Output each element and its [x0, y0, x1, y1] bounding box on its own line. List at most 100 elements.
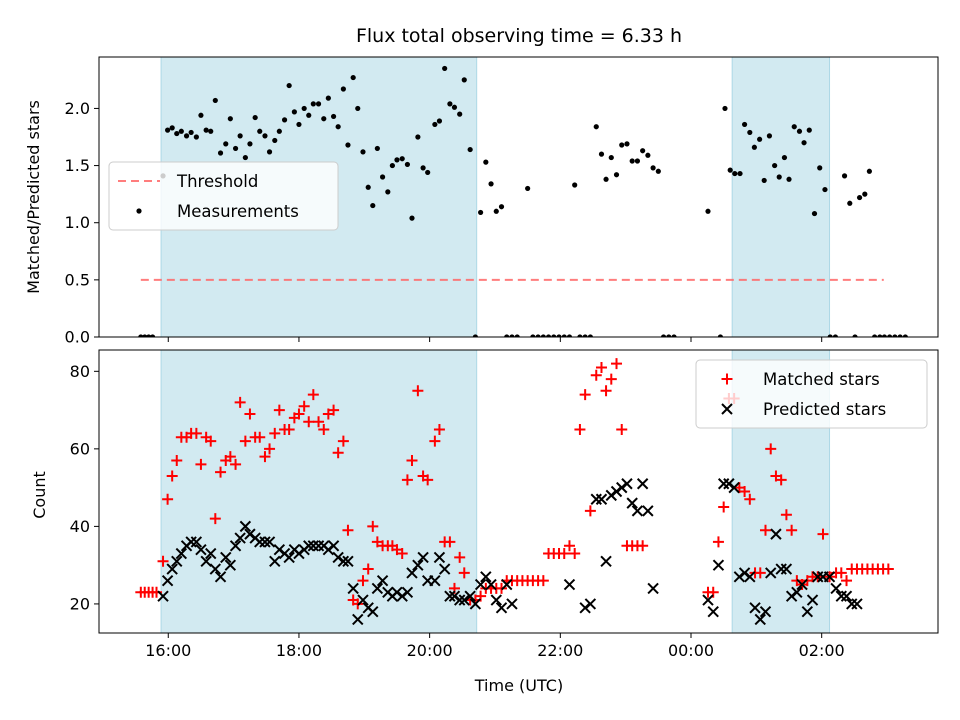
matched-star-point	[209, 513, 221, 525]
predicted-star-point	[595, 493, 608, 505]
matched-star-point	[590, 369, 602, 381]
predicted-star-point	[621, 478, 633, 490]
legend-predicted-swatch	[721, 403, 733, 415]
measurement-point	[717, 334, 724, 337]
predicted-star-point	[303, 540, 315, 552]
matched-star-point	[537, 575, 549, 587]
predicted-star-point	[801, 605, 814, 618]
predicted-star-point	[429, 574, 441, 587]
predicted-star-point	[563, 578, 576, 591]
predicted-star-point	[417, 551, 429, 564]
matched-star-point	[579, 389, 591, 401]
measurement-point	[350, 74, 356, 81]
bottom-y-axis-label: Count	[30, 471, 49, 519]
predicted-star-point	[707, 605, 719, 618]
matched-star-point	[166, 470, 178, 482]
measurement-point	[852, 334, 858, 337]
measurement-point	[286, 82, 292, 89]
measurement-point	[525, 185, 531, 192]
matched-star-point	[712, 536, 724, 548]
measurement-point	[276, 128, 282, 134]
measurement-point	[772, 162, 778, 169]
bottom-y-tick-label: 20	[70, 594, 90, 613]
predicted-star-point	[851, 598, 863, 610]
x-tick-label: 22:00	[537, 641, 583, 660]
predicted-star-point	[759, 605, 772, 618]
predicted-star-point	[337, 555, 350, 567]
predicted-star-point	[327, 540, 340, 552]
measurement-point	[832, 334, 839, 337]
measurement-point	[666, 334, 672, 337]
measurement-point	[237, 133, 243, 139]
matched-star-point	[754, 567, 766, 579]
predicted-star-point	[702, 594, 714, 606]
measurement-point	[223, 141, 229, 147]
matched-star-point	[224, 451, 236, 463]
measurement-point	[335, 124, 341, 130]
predicted-star-point	[401, 586, 414, 599]
measurement-point	[425, 169, 431, 176]
measurement-point	[310, 101, 316, 107]
bottom-panel: 20 40 60 80 16:00 18:00 20:00 22:00 00:00 02:00 Ma…	[70, 349, 939, 660]
matched-star-point	[205, 435, 217, 447]
legend-threshold-label: Threshold	[176, 172, 258, 191]
matched-star-point	[396, 548, 408, 560]
predicted-star-point	[647, 582, 659, 595]
matched-star-point	[563, 540, 575, 552]
measurement-point	[379, 174, 386, 180]
predicted-star-point	[464, 590, 476, 602]
predicted-star-point	[501, 578, 513, 591]
matched-star-point	[332, 447, 344, 459]
matched-star-point	[303, 416, 315, 428]
measurement-point	[757, 136, 763, 142]
bottom-y-tick-label: 60	[70, 439, 90, 458]
measurement-point	[902, 334, 908, 337]
predicted-star-point	[166, 563, 178, 575]
predicted-star-point	[234, 532, 246, 544]
measurement-point	[447, 101, 453, 107]
predicted-star-point	[770, 528, 782, 540]
predicted-star-point	[600, 555, 612, 567]
matched-star-point	[244, 408, 256, 420]
matched-star-point	[412, 385, 424, 397]
predicted-star-point	[209, 563, 222, 575]
top-y-tick-label: 0.5	[65, 270, 90, 289]
predicted-star-point	[371, 582, 384, 595]
bottom-legend: Matched stars Predicted stars	[695, 359, 928, 429]
legend-measurements-label: Measurements	[177, 202, 299, 221]
matched-star-point	[367, 520, 379, 532]
measurement-point	[572, 182, 578, 188]
measurement-point	[389, 162, 395, 169]
measurement-point	[488, 181, 494, 187]
predicted-star-point	[185, 536, 197, 548]
measurement-point	[198, 112, 204, 118]
measurement-point	[747, 129, 753, 136]
predicted-star-point	[754, 613, 766, 626]
measurement-point	[530, 334, 536, 337]
measurement-point	[212, 97, 218, 104]
matched-star-point	[433, 423, 445, 435]
predicted-star-point	[406, 567, 418, 579]
measurement-point	[394, 157, 400, 163]
measurement-point	[296, 121, 302, 128]
predicted-star-point	[283, 551, 295, 564]
predicted-star-point	[458, 594, 470, 606]
measurement-point	[751, 144, 757, 150]
legend-predicted-label: Predicted stars	[763, 400, 886, 419]
matched-star-point	[357, 575, 369, 587]
measurement-point	[624, 141, 630, 147]
matched-star-point	[600, 385, 612, 397]
measurement-point	[232, 145, 239, 152]
measurement-point	[761, 177, 767, 184]
measurement-point	[872, 334, 878, 337]
matched-star-point	[230, 458, 242, 470]
measurement-point	[577, 334, 583, 337]
measurement-point	[796, 128, 803, 134]
measurement-point	[321, 116, 327, 122]
matched-star-point	[254, 431, 266, 443]
x-tick-label: 00:00	[668, 641, 714, 660]
predicted-star-point	[214, 571, 227, 583]
predicted-star-point	[775, 563, 787, 575]
matched-star-point	[157, 555, 169, 567]
predicted-star-point	[161, 574, 174, 587]
